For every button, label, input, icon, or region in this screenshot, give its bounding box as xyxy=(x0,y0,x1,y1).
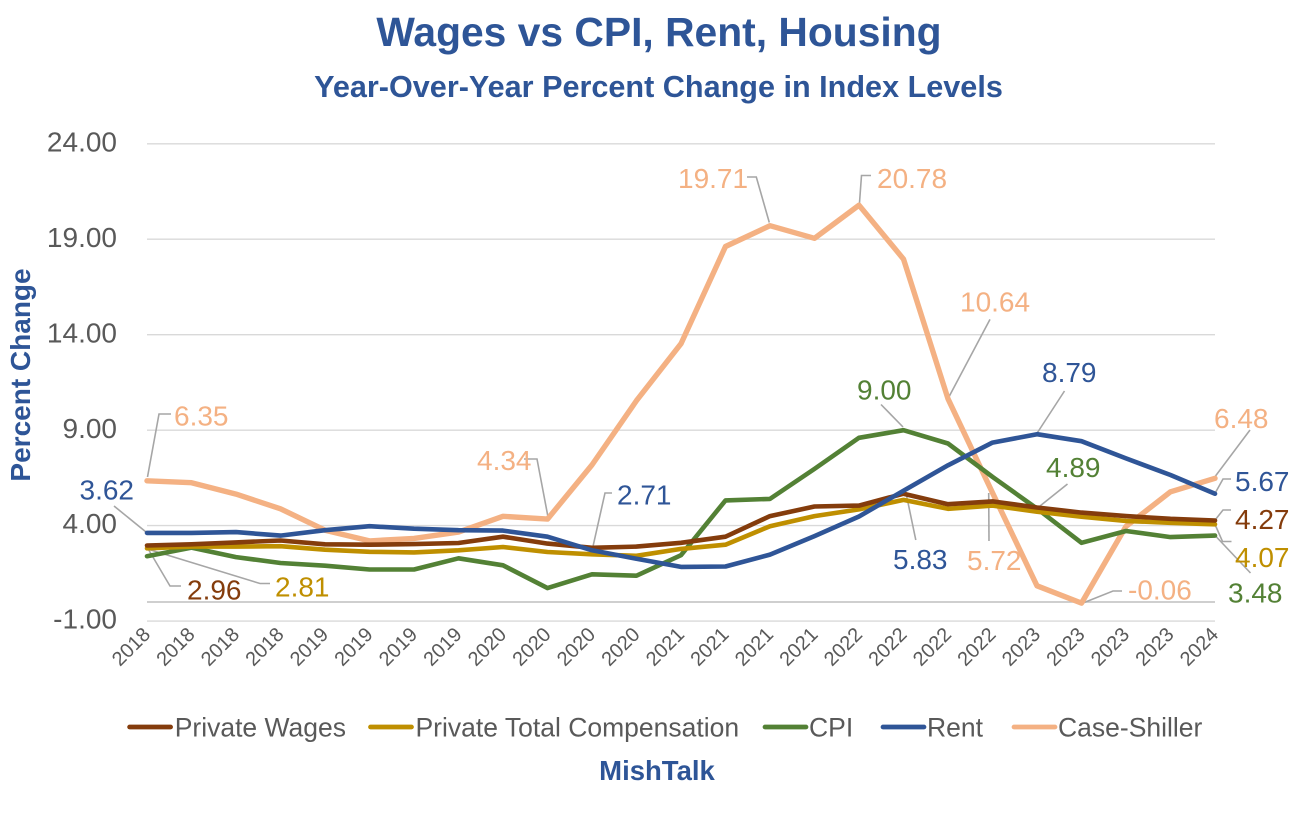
svg-text:4.89: 4.89 xyxy=(1046,452,1101,483)
svg-text:20.78: 20.78 xyxy=(877,163,947,194)
svg-text:Percent Change: Percent Change xyxy=(5,268,36,481)
svg-text:Case-Shiller: Case-Shiller xyxy=(1058,713,1203,743)
svg-text:6.48: 6.48 xyxy=(1214,403,1269,434)
svg-text:5.83: 5.83 xyxy=(893,544,948,575)
svg-text:4.07: 4.07 xyxy=(1235,542,1290,573)
svg-text:4.27: 4.27 xyxy=(1235,504,1290,535)
svg-text:6.35: 6.35 xyxy=(174,401,229,432)
svg-text:9.00: 9.00 xyxy=(857,375,912,406)
svg-text:3.48: 3.48 xyxy=(1228,578,1283,609)
svg-text:19.71: 19.71 xyxy=(678,163,748,194)
svg-text:2.81: 2.81 xyxy=(275,572,330,603)
svg-text:8.79: 8.79 xyxy=(1042,357,1097,388)
svg-text:5.72: 5.72 xyxy=(967,545,1022,576)
svg-text:Rent: Rent xyxy=(927,713,984,743)
svg-text:Year-Over-Year Percent Change: Year-Over-Year Percent Change in Index L… xyxy=(314,70,1003,104)
svg-text:CPI: CPI xyxy=(809,713,853,743)
svg-text:19.00: 19.00 xyxy=(47,222,117,253)
svg-text:Private Total Compensation: Private Total Compensation xyxy=(416,713,740,743)
svg-text:-0.06: -0.06 xyxy=(1128,575,1192,606)
svg-text:Private Wages: Private Wages xyxy=(175,713,346,743)
svg-text:2.71: 2.71 xyxy=(617,480,672,511)
svg-text:9.00: 9.00 xyxy=(63,413,118,444)
svg-text:MishTalk: MishTalk xyxy=(599,755,715,786)
svg-text:24.00: 24.00 xyxy=(47,126,117,157)
svg-text:10.64: 10.64 xyxy=(960,287,1030,318)
svg-text:-1.00: -1.00 xyxy=(53,604,117,635)
svg-text:5.67: 5.67 xyxy=(1235,466,1290,497)
svg-text:14.00: 14.00 xyxy=(47,317,117,348)
svg-text:3.62: 3.62 xyxy=(80,475,135,506)
svg-text:2.96: 2.96 xyxy=(187,575,242,606)
svg-text:Wages vs CPI, Rent, Housing: Wages vs CPI, Rent, Housing xyxy=(376,9,941,55)
svg-text:4.00: 4.00 xyxy=(63,508,118,539)
svg-text:4.34: 4.34 xyxy=(477,445,532,476)
